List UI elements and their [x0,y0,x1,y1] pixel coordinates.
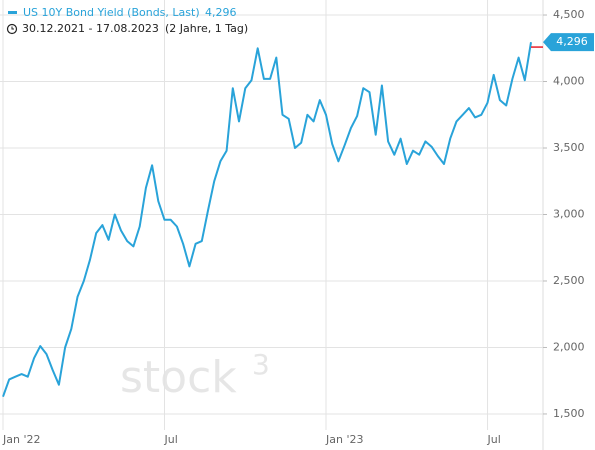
y-tick-label: 1,500 [553,407,585,420]
y-tick-label: 2,000 [553,340,585,353]
series-line [2,42,532,398]
y-tick-label: 4,000 [553,75,585,88]
clock-icon [6,23,18,35]
watermark: stock [120,352,237,403]
last-value-label: 4,296 [556,35,588,48]
header-value: 4,296 [205,6,237,19]
x-tick-label: Jan '23 [325,433,363,446]
y-tick-label: 2,500 [553,274,585,287]
watermark-sup: 3 [252,348,270,381]
x-tick-label: Jul [487,433,501,446]
y-tick-label: 3,000 [553,207,585,220]
date-range: 30.12.2021 - 17.08.2023 [22,22,159,35]
last-value-tag [543,33,594,52]
period: (2 Jahre, 1 Tag) [165,22,248,35]
y-tick-label: 3,500 [553,141,585,154]
clock-hands [11,26,14,30]
x-tick-label: Jul [164,433,178,446]
x-tick-label: Jan '22 [2,433,40,446]
legend-icon [8,11,17,14]
y-tick-label: 4,500 [553,8,585,21]
chart-title: US 10Y Bond Yield (Bonds, Last) [23,6,200,19]
